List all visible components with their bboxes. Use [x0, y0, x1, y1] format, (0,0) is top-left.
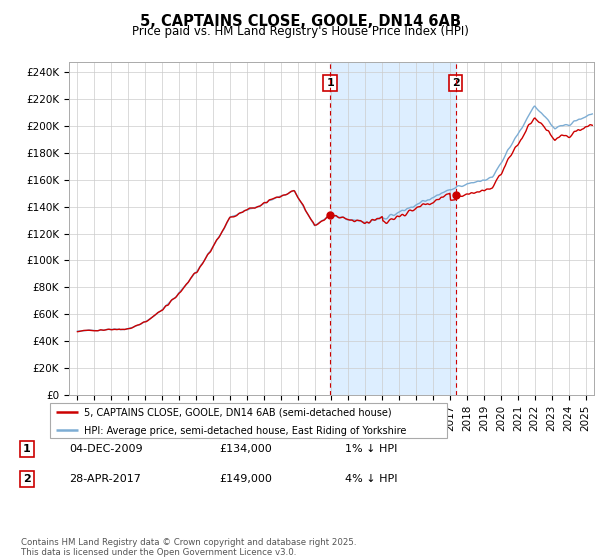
Text: 04-DEC-2009: 04-DEC-2009: [69, 444, 143, 454]
Text: 2: 2: [452, 78, 460, 88]
Text: £134,000: £134,000: [219, 444, 272, 454]
Text: 28-APR-2017: 28-APR-2017: [69, 474, 141, 484]
Text: 2: 2: [23, 474, 31, 484]
Text: Contains HM Land Registry data © Crown copyright and database right 2025.
This d: Contains HM Land Registry data © Crown c…: [21, 538, 356, 557]
Text: 1% ↓ HPI: 1% ↓ HPI: [345, 444, 397, 454]
Text: 5, CAPTAINS CLOSE, GOOLE, DN14 6AB (semi-detached house): 5, CAPTAINS CLOSE, GOOLE, DN14 6AB (semi…: [84, 408, 392, 418]
Text: 4% ↓ HPI: 4% ↓ HPI: [345, 474, 398, 484]
Text: £149,000: £149,000: [219, 474, 272, 484]
Text: 1: 1: [23, 444, 31, 454]
Bar: [330, 62, 455, 395]
Text: HPI: Average price, semi-detached house, East Riding of Yorkshire: HPI: Average price, semi-detached house,…: [84, 426, 407, 436]
Text: Price paid vs. HM Land Registry's House Price Index (HPI): Price paid vs. HM Land Registry's House …: [131, 25, 469, 38]
Text: 1: 1: [326, 78, 334, 88]
FancyBboxPatch shape: [50, 403, 447, 438]
Text: 5, CAPTAINS CLOSE, GOOLE, DN14 6AB: 5, CAPTAINS CLOSE, GOOLE, DN14 6AB: [139, 14, 461, 29]
